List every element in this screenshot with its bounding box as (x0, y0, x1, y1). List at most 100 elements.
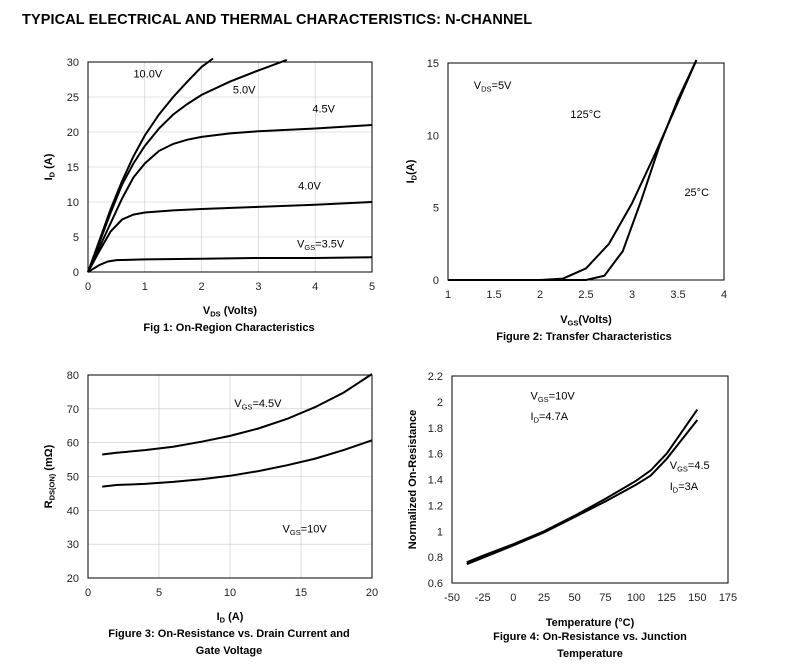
fig2-xtick-label: 3 (629, 289, 635, 301)
page-title: TYPICAL ELECTRICAL AND THERMAL CHARACTER… (22, 12, 533, 28)
fig1-series-line-4 (87, 256, 373, 273)
fig2-x-axis-label-main: V (560, 314, 568, 326)
fig1-x-axis-label-sub: DS (210, 310, 220, 319)
fig2-series-line-1 (448, 59, 698, 281)
fig1-series-line-3 (87, 201, 373, 273)
fig1-series-label-4-sub: GS (304, 243, 315, 252)
fig3-series-line-1 (102, 439, 373, 488)
fig2-annotation-2: 25°C (684, 187, 709, 199)
fig2-annotation-0-main: V (474, 80, 482, 92)
fig4-ytick-label: 2.2 (428, 371, 443, 383)
fig4-x-axis-label-main: Temperature (°C) (546, 617, 635, 629)
fig1-ytick-label: 30 (67, 57, 79, 69)
fig4-xtick-label: -25 (475, 592, 491, 604)
fig1-series-label-4-main: V (297, 239, 305, 251)
fig1-series-label-0: 10.0V (133, 68, 162, 80)
fig4-series-line-0 (466, 409, 699, 564)
fig1-series-line-1 (87, 58, 288, 273)
fig1-xtick-label: 0 (85, 281, 91, 293)
fig4-ytick-label: 1.2 (428, 500, 443, 512)
fig4-annotation-0-main: V (531, 390, 539, 402)
fig1-x-axis-label-rest: (Volts) (221, 305, 258, 317)
fig2-xtick-label: 3.5 (670, 289, 685, 301)
fig4-ytick-label: 1.4 (428, 475, 443, 487)
fig2-annotation-0: VDS=5V (474, 80, 512, 94)
fig1-ytick-label: 25 (67, 92, 79, 104)
fig4-caption: Temperature (557, 648, 623, 660)
fig3-ytick-label: 60 (67, 438, 79, 450)
fig1-series-label-4: VGS=3.5V (297, 239, 345, 253)
fig2-annotation-1: 125°C (570, 109, 601, 121)
fig4-y-axis-label-main: Normalized On-Resistance (407, 410, 419, 549)
fig4-xtick-label: 125 (657, 592, 675, 604)
fig4-annotation-0-sub: GS (538, 395, 549, 404)
fig4-annotation-3-rest: =3A (678, 481, 699, 493)
fig2-xtick-label: 4 (721, 289, 727, 301)
fig1-ytick-label: 0 (73, 267, 79, 279)
fig4-ytick-label: 1.6 (428, 449, 443, 461)
fig1-xtick-label: 2 (199, 281, 205, 293)
fig2-ytick-label: 0 (433, 275, 439, 287)
fig1-series-label-3: 4.0V (298, 180, 321, 192)
fig4-xtick-label: -50 (444, 592, 460, 604)
fig3-y-axis-label-main: R (43, 500, 55, 508)
fig1-ytick-label: 10 (67, 197, 79, 209)
fig2-ytick-label: 15 (427, 58, 439, 70)
fig3-xtick-label: 20 (366, 587, 378, 599)
fig1-xtick-label: 5 (369, 281, 375, 293)
fig3-x-axis-label-sub: D (220, 616, 226, 625)
fig3-series-label-0: VGS=4.5V (234, 398, 282, 412)
fig3-series-label-1: VGS=10V (283, 523, 328, 537)
fig4-y-axis-label: Normalized On-Resistance (407, 410, 419, 549)
fig3-caption: Gate Voltage (196, 645, 262, 657)
fig2-ytick-label: 5 (433, 203, 439, 215)
fig4-xtick-label: 175 (719, 592, 737, 604)
fig2-annotation-0-sub: DS (481, 85, 491, 94)
fig2-xtick-label: 2 (537, 289, 543, 301)
fig2-ytick-label: 10 (427, 130, 439, 142)
fig3-ytick-label: 40 (67, 505, 79, 517)
fig3-ytick-label: 20 (67, 573, 79, 585)
fig1-ytick-label: 5 (73, 232, 79, 244)
fig1-ytick-label: 20 (67, 127, 79, 139)
fig3-plot-frame (87, 374, 373, 579)
fig4-annotation-2-rest: =4.5 (688, 460, 710, 472)
fig3-x-axis-label-main: I (217, 611, 220, 623)
fig3-series-label-1-rest: =10V (301, 523, 328, 535)
fig2-x-axis-label-sub: GS (568, 319, 579, 328)
fig4-annotation-3-main: I (670, 481, 673, 493)
fig3-x-axis-label: ID (A) (217, 611, 244, 625)
fig2-x-axis-label-rest: (Volts) (578, 314, 612, 326)
fig3-y-axis-label: RDS(ON) (mΩ) (43, 444, 57, 508)
fig1-x-axis-label-main: V (203, 305, 211, 317)
fig4-xtick-label: 100 (627, 592, 645, 604)
fig2-xtick-label: 2.5 (578, 289, 593, 301)
fig4-plot-frame (451, 375, 729, 584)
fig1-series-label-1: 5.0V (233, 85, 256, 97)
fig4-annotation-0-rest: =10V (549, 390, 576, 402)
fig1-series-line-0 (87, 57, 214, 273)
fig4-xtick-label: 150 (688, 592, 706, 604)
fig4-xtick-label: 0 (510, 592, 516, 604)
fig1-ytick-label: 15 (67, 162, 79, 174)
fig1-plot-frame (87, 61, 373, 273)
fig2-y-axis-label: ID(A) (405, 159, 419, 183)
fig2-y-axis-label-main: I (405, 180, 417, 183)
fig4-annotation-3-sub: D (673, 485, 679, 494)
fig2-y-axis-label-sub: D (410, 174, 419, 180)
fig3-y-axis-label-sub: DS(ON) (48, 473, 57, 500)
fig3-xtick-label: 0 (85, 587, 91, 599)
fig3-ytick-label: 50 (67, 472, 79, 484)
fig3-series-label-0-sub: GS (242, 403, 253, 412)
fig4-series-line-1 (466, 419, 699, 566)
fig4-annotation-1-rest: =4.7A (539, 411, 569, 423)
fig4-xtick-label: 75 (599, 592, 611, 604)
fig1-xtick-label: 1 (142, 281, 148, 293)
fig1-y-axis-label: ID (A) (43, 153, 57, 180)
fig1-xtick-label: 3 (255, 281, 261, 293)
fig4-caption: Figure 4: On-Resistance vs. Junction (493, 631, 687, 643)
